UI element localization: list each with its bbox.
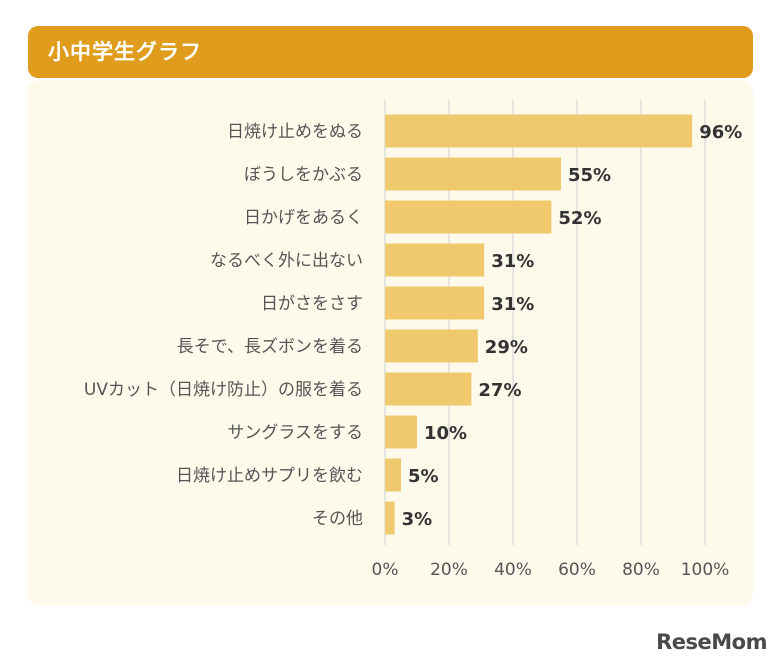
value-label: 55%	[568, 165, 611, 186]
category-label: その他	[312, 509, 363, 529]
bar	[385, 329, 478, 363]
bar	[385, 200, 552, 234]
value-label: 31%	[491, 294, 534, 315]
x-tick-label: 0%	[372, 560, 399, 580]
chart-title: 小中学生グラフ	[48, 40, 202, 64]
bar	[385, 501, 395, 535]
value-label: 29%	[485, 337, 528, 358]
value-label: 52%	[558, 208, 601, 229]
category-label: ぼうしをかぶる	[244, 165, 363, 185]
category-label: 日がさをさす	[261, 294, 363, 314]
value-label: 5%	[408, 466, 439, 487]
bar	[385, 243, 485, 277]
value-label: 3%	[402, 509, 433, 530]
value-label: 27%	[478, 380, 521, 401]
x-tick-label: 80%	[622, 560, 660, 580]
x-tick-label: 20%	[430, 560, 468, 580]
x-tick-label: 40%	[494, 560, 532, 580]
category-label: サングラスをする	[227, 423, 363, 443]
bar	[385, 286, 485, 320]
category-label: 日焼け止めをぬる	[227, 122, 363, 142]
category-label: 日焼け止めサプリを飲む	[176, 466, 363, 486]
category-label: 長そで、長ズボンを着る	[177, 337, 363, 357]
value-label: 31%	[491, 251, 534, 272]
x-tick-label: 100%	[681, 560, 730, 580]
bar	[385, 114, 693, 148]
category-label: 日かげをあるく	[244, 208, 363, 228]
bar	[385, 458, 401, 492]
bar	[385, 372, 472, 406]
chart-header: 小中学生グラフ	[28, 26, 753, 78]
bar	[385, 415, 417, 449]
value-label: 10%	[424, 423, 467, 444]
value-label: 96%	[699, 122, 742, 143]
bar	[385, 157, 561, 191]
resemom-logo: ReseMom	[656, 630, 767, 654]
category-label: なるべく外に出ない	[210, 251, 363, 271]
category-label: UVカット（日焼け防止）の服を着る	[84, 380, 363, 400]
x-tick-label: 60%	[558, 560, 596, 580]
